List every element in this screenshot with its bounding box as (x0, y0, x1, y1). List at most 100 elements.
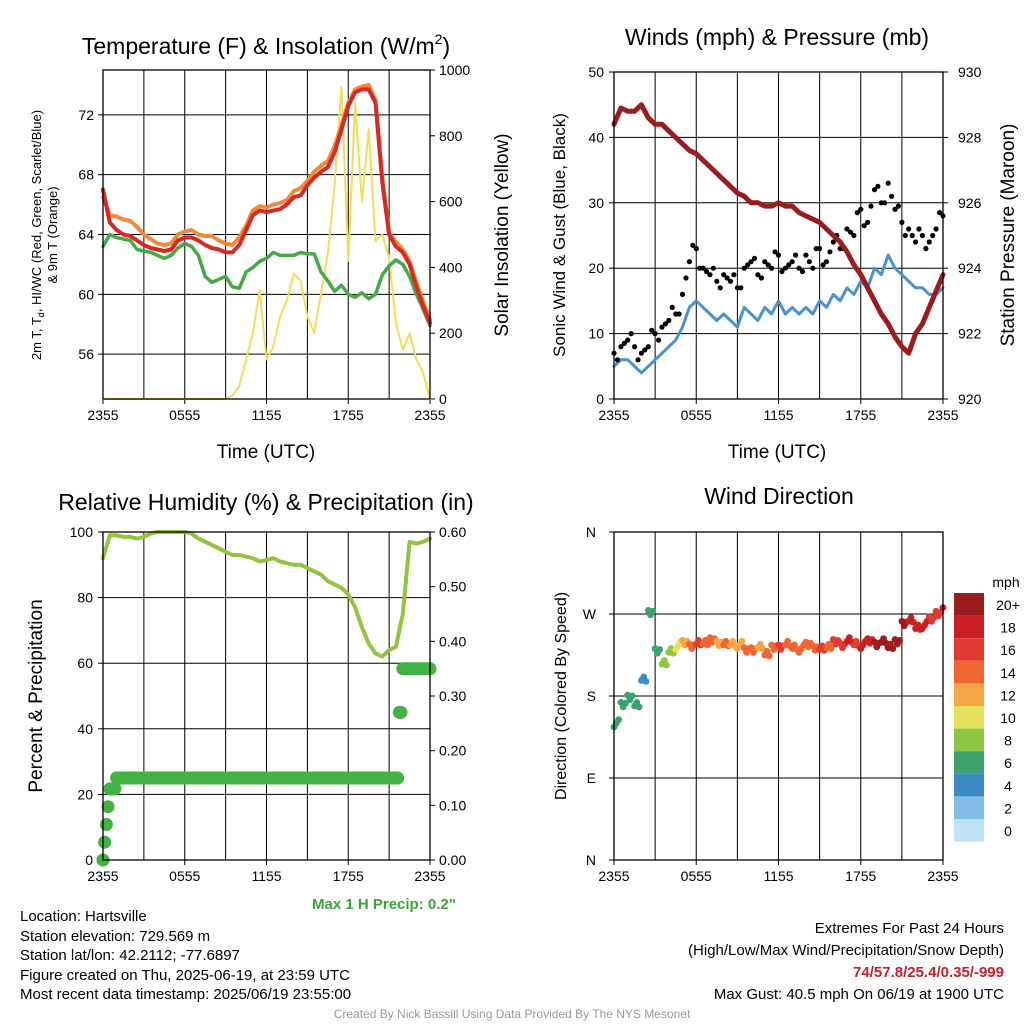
gust-point (823, 259, 830, 265)
gust-point (926, 239, 932, 245)
gust-point (889, 193, 895, 199)
wdir-xtick-label: 1155 (763, 868, 793, 884)
gust-point (916, 226, 922, 232)
gust-point (751, 255, 758, 261)
dewpoint-line (101, 232, 432, 328)
gust-point (789, 259, 795, 265)
pressure-ytick-label: 926 (958, 195, 982, 211)
credit-text: Created By Nick Bassill Using Data Provi… (333, 1007, 691, 1021)
rh-ytick-label: 0 (85, 852, 93, 868)
temperature-title: Temperature (F) & Insolation (W/m2) (82, 31, 450, 59)
gust-point (772, 249, 778, 255)
wdir-ytick-label: N (586, 524, 596, 540)
precip-ytick-label: 0.50 (439, 579, 466, 595)
gust-point (820, 262, 826, 268)
gust-point (769, 265, 775, 271)
precip-ytick-label: 0.10 (439, 797, 466, 813)
gust-point (810, 265, 816, 271)
created-text: Figure created on Thu, 2025-06-19, at 23… (20, 966, 350, 984)
rh-frame (102, 531, 431, 861)
gust-point (669, 304, 675, 310)
gust-point (635, 357, 641, 363)
precip-ytick-label: 0.20 (439, 743, 466, 759)
latlon-text: Station lat/lon: 42.2112; -77.6897 (20, 947, 240, 964)
legend-label: 12 (1000, 687, 1016, 703)
direction-point (622, 699, 629, 707)
gust-point (937, 210, 943, 216)
legend-label: 14 (1000, 665, 1016, 681)
gust-point (871, 187, 878, 193)
legend-label: 10 (1000, 710, 1016, 726)
temp-xtick-label: 2355 (87, 407, 118, 423)
gust-point (882, 200, 888, 206)
gust-point (847, 229, 854, 235)
location-text: Location: Hartsville (20, 908, 147, 925)
wdir-title: Wind Direction (704, 483, 854, 509)
legend-label: 20+ (996, 597, 1020, 613)
wdir-xtick-label: 2355 (927, 868, 958, 884)
legend-swatch (954, 593, 984, 616)
precip-ytick-label: 0.00 (439, 852, 466, 868)
gust-point (817, 246, 823, 252)
precip-ytick-label: 0.40 (439, 633, 466, 649)
gust-point (875, 183, 881, 189)
temperature-panel: Temperature (F) & Insolation (W/m2) 56 60… (29, 31, 513, 463)
gust-point (803, 252, 809, 258)
gust-point (775, 252, 782, 258)
extremes-subtitle: (High/Low/Max Wind/Precipitation/Snow De… (688, 942, 1004, 959)
gust-point (745, 262, 751, 268)
gust-point (854, 210, 860, 216)
winds-panel: Winds (mph) & Pressure (mb) 0 10 20 30 40 50 9… (550, 24, 1019, 463)
gust-point (731, 272, 737, 278)
solar-ytick-label: 200 (439, 325, 463, 341)
direction-point (827, 645, 835, 652)
direction-point (663, 661, 670, 669)
extremes-box: Extremes For Past 24 Hours (High/Low/Max… (688, 918, 1004, 1006)
legend-swatch (954, 638, 984, 661)
gust-point (676, 311, 682, 317)
rh-ytick-label: 40 (77, 721, 93, 737)
gust-point (693, 246, 699, 252)
rh-ylabel: Percent & Precipitation (26, 599, 47, 792)
gust-point (656, 337, 662, 343)
gust-point (861, 223, 867, 229)
rh-panel: Relative Humidity (%) & Precipitation (i… (26, 489, 474, 884)
winds-xtick-label: 1155 (763, 407, 793, 423)
winds-ytick-label: 40 (588, 129, 604, 145)
temp-xtick-label: 1155 (251, 407, 281, 423)
legend-title: mph (992, 574, 1019, 590)
temperature-plot: 56 60 64 68 72 0 200 400 600 800 1000 2355 0555 1155 1… (78, 62, 470, 423)
wdir-ytick-label: S (587, 688, 596, 704)
winds-xtick-label: 2355 (598, 407, 629, 423)
temp-ytick-label: 68 (78, 167, 94, 183)
gust-point (909, 232, 915, 239)
gust-point (690, 242, 696, 248)
gust-point (899, 219, 905, 225)
gust-point (727, 278, 734, 284)
gust-point (662, 321, 669, 327)
direction-point (765, 652, 773, 660)
precip-point (101, 800, 115, 814)
gust-point (683, 275, 689, 281)
direction-point (628, 692, 636, 700)
gust-point (827, 249, 833, 255)
rh-title: Relative Humidity (%) & Precipitation (i… (58, 489, 473, 515)
wdir-ytick-label: W (583, 606, 597, 622)
gust-point (865, 219, 871, 225)
extremes-values: 74/57.8/25.4/0.35/-999 (853, 964, 1004, 981)
wdir-xtick-label: 0555 (681, 868, 712, 884)
recent-text: Most recent data timestamp: 2025/06/19 2… (20, 986, 352, 1003)
gust-point (710, 265, 717, 271)
gust-point (659, 324, 665, 330)
winds-xtick-label: 2355 (927, 407, 958, 423)
gust-point (844, 226, 850, 232)
legend-swatch (954, 683, 984, 706)
legend-swatch (954, 819, 984, 842)
gust-point (796, 265, 802, 271)
wind-line (612, 253, 945, 375)
winds-ytick-label: 30 (588, 195, 604, 211)
gust-point (762, 259, 768, 265)
winds-ytick-label: 0 (596, 391, 604, 407)
gust-point (758, 275, 765, 281)
